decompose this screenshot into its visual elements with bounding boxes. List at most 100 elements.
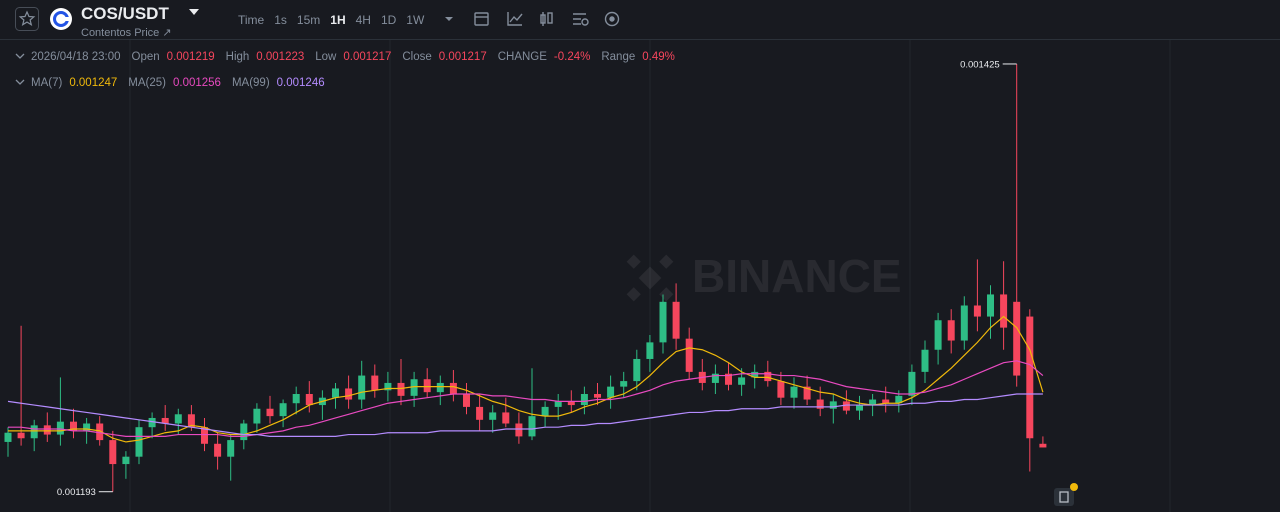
candle-body	[803, 386, 811, 400]
extreme-label: 0.001193	[57, 487, 96, 498]
interval-button[interactable]: Time	[238, 13, 265, 27]
subtitle[interactable]: Contentos Price ↗	[81, 27, 172, 39]
ma-label: MA(25)	[128, 77, 166, 89]
indicator-icon[interactable]	[507, 12, 523, 26]
candle-body	[4, 432, 12, 442]
candle-body	[30, 425, 38, 439]
candle-body	[620, 381, 628, 387]
candle-body	[332, 388, 339, 398]
candle-body	[174, 414, 182, 424]
tool-icons	[445, 11, 620, 27]
candle-body	[829, 401, 837, 409]
candle-body	[594, 394, 601, 398]
ma-label: MA(7)	[31, 77, 63, 89]
collapse-ma[interactable]	[15, 79, 25, 85]
candle-body	[292, 394, 300, 404]
candle-body	[934, 320, 942, 350]
candle-body	[489, 412, 497, 420]
interval-button[interactable]: 1H	[330, 13, 346, 27]
candle-body	[895, 395, 903, 404]
candle-body	[711, 373, 719, 383]
candle-body	[43, 425, 51, 435]
candle-body	[266, 408, 274, 417]
candle-body	[358, 375, 366, 400]
candle-body	[463, 394, 470, 407]
candle-body	[947, 320, 955, 341]
candle-body	[856, 405, 863, 411]
candle-body	[1000, 294, 1008, 328]
ma-value: 0.001246	[276, 77, 325, 89]
candle-body	[908, 371, 916, 396]
candle-body	[790, 386, 798, 398]
calendar-icon[interactable]	[474, 12, 489, 26]
symbol[interactable]: COS/USDT	[81, 4, 169, 23]
grid	[129, 40, 1171, 512]
candle-body	[17, 432, 25, 439]
change-label: CHANGE	[497, 51, 547, 63]
watermark-text: BINANCE	[692, 250, 902, 302]
candle-body	[987, 294, 994, 317]
range-value: 0.49%	[642, 51, 675, 63]
candle-body	[240, 423, 248, 441]
candle-body	[502, 412, 510, 424]
candle-time: 2026/04/18 23:00	[31, 51, 121, 63]
candle-body	[187, 414, 195, 428]
candle-body	[56, 421, 64, 435]
candle-body	[96, 423, 104, 441]
low-value: 0.001217	[343, 51, 392, 63]
candle-body	[567, 401, 575, 406]
candle-body	[214, 443, 222, 457]
candle-body	[384, 382, 392, 391]
collapse-ohlc[interactable]	[15, 53, 25, 59]
candle-body	[122, 456, 130, 465]
candle-body	[253, 408, 261, 424]
change-value: -0.24%	[553, 51, 591, 63]
candle-body	[777, 381, 785, 398]
candle-body	[161, 417, 169, 424]
candle-body	[725, 373, 732, 385]
favorite-button[interactable]	[15, 7, 39, 31]
candle-body	[436, 382, 444, 393]
symbol-dropdown[interactable]	[189, 9, 199, 15]
candle-body	[541, 406, 549, 417]
candle-body	[738, 377, 746, 385]
candle-body	[973, 305, 981, 317]
candle-body	[135, 427, 143, 457]
candle-body	[423, 379, 431, 393]
candle-body	[921, 349, 929, 372]
ohlc-legend: 2026/04/18 23:00 Open 0.001219 High 0.0012…	[31, 51, 675, 63]
candle-body	[528, 416, 536, 437]
interval-button[interactable]: 4H	[355, 13, 371, 27]
candle-body	[227, 440, 235, 457]
ma-value: 0.001256	[172, 77, 221, 89]
interval-button[interactable]: 1W	[406, 13, 425, 27]
candle-body	[580, 394, 588, 406]
candle-body	[751, 371, 759, 378]
ma-label: MA(99)	[231, 77, 270, 89]
interval-button[interactable]: 1s	[274, 13, 287, 27]
more-intervals[interactable]	[445, 17, 453, 21]
candle-body	[633, 358, 641, 382]
settings-list-icon[interactable]	[573, 13, 589, 26]
candle-body	[882, 399, 890, 404]
high-label: High	[225, 51, 250, 63]
interval-button[interactable]: 1D	[380, 13, 397, 27]
ma-legend: MA(7) 0.001247 MA(25) 0.001256 MA(99) 0.00124…	[31, 77, 325, 89]
candle-body	[842, 401, 850, 411]
candle-body	[83, 423, 91, 431]
candle-body	[371, 375, 379, 391]
layout-toggle[interactable]	[1054, 483, 1078, 506]
more-icon[interactable]	[604, 11, 620, 27]
chart-type-icon[interactable]	[540, 12, 553, 26]
range-label: Range	[601, 51, 636, 63]
candle-body	[646, 342, 654, 359]
candle-body	[672, 301, 680, 339]
candle-body	[515, 423, 523, 437]
close-value: 0.001217	[438, 51, 487, 63]
interval-button[interactable]: 15m	[296, 13, 321, 27]
candle-body	[476, 406, 484, 420]
candle-body	[397, 382, 405, 396]
candle-body	[869, 399, 877, 406]
candle-body	[554, 401, 562, 407]
